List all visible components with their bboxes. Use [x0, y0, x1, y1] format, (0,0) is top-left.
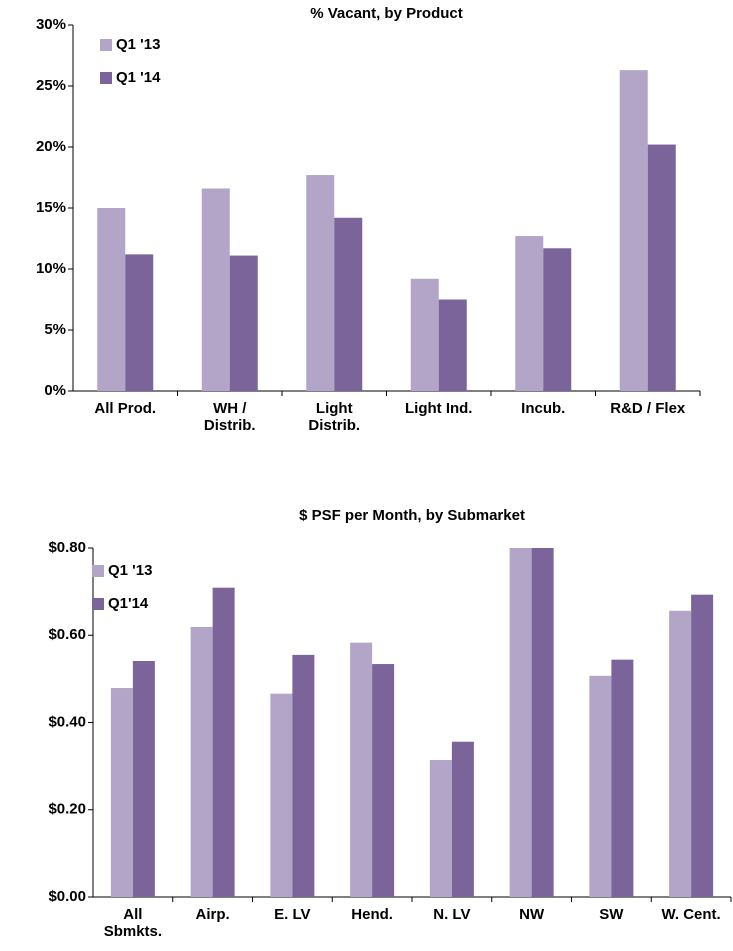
legend-swatch [100, 39, 112, 51]
y-tick-label: 15% [36, 199, 66, 216]
bar [531, 548, 554, 897]
bar [97, 208, 126, 391]
x-tick-label: All [123, 906, 142, 923]
bar [306, 175, 335, 391]
x-tick-label: NW [519, 906, 545, 923]
y-tick-label: $0.20 [48, 801, 86, 818]
bar [132, 660, 155, 897]
chart-title: % Vacant, by Product [310, 5, 463, 22]
bar [292, 654, 315, 897]
legend-swatch [100, 72, 112, 84]
x-tick-label: Sbmkts. [104, 923, 162, 940]
y-tick-label: $0.60 [48, 626, 86, 643]
x-tick-label: SW [599, 906, 624, 923]
bar [611, 659, 634, 897]
bar [212, 587, 235, 897]
bar [647, 144, 676, 391]
legend-label: Q1 '13 [116, 36, 160, 53]
bar [110, 688, 133, 897]
bar [619, 70, 648, 391]
y-tick-label: $0.00 [48, 888, 86, 905]
y-tick-label: 5% [44, 321, 66, 338]
legend-label: Q1 '14 [116, 69, 161, 86]
bar [515, 236, 544, 391]
bar [438, 299, 467, 391]
x-tick-label: Light Ind. [405, 400, 472, 417]
chart-title: $ PSF per Month, by Submarket [299, 507, 525, 524]
bar [543, 248, 572, 391]
bar [372, 664, 395, 897]
bar [350, 642, 373, 897]
x-tick-label: Distrib. [308, 417, 360, 434]
x-tick-label: R&D / Flex [610, 400, 686, 417]
legend-label: Q1 '13 [108, 562, 152, 579]
bar [270, 693, 293, 897]
bar [229, 255, 258, 391]
y-tick-label: $0.80 [48, 539, 86, 556]
bar [410, 278, 439, 391]
legend-label: Q1'14 [108, 595, 149, 612]
bar [334, 217, 363, 391]
y-tick-label: 20% [36, 138, 66, 155]
legend-swatch [92, 565, 104, 577]
x-tick-label: W. Cent. [662, 906, 721, 923]
x-tick-label: Incub. [521, 400, 565, 417]
x-tick-label: Hend. [351, 906, 393, 923]
x-tick-label: N. LV [433, 906, 470, 923]
x-tick-label: Distrib. [204, 417, 256, 434]
y-tick-label: 10% [36, 260, 66, 277]
bar [669, 610, 692, 897]
x-tick-label: E. LV [274, 906, 310, 923]
bar [451, 741, 474, 897]
x-tick-label: Light [316, 400, 353, 417]
bar [201, 188, 230, 391]
bar [691, 594, 714, 897]
bar [190, 626, 213, 897]
x-tick-label: Airp. [196, 906, 230, 923]
bar [429, 760, 452, 897]
x-tick-label: All Prod. [94, 400, 156, 417]
bar [509, 548, 532, 897]
y-tick-label: 30% [36, 16, 66, 33]
bar [125, 254, 154, 391]
y-tick-label: 0% [44, 382, 66, 399]
y-tick-label: $0.40 [48, 713, 86, 730]
legend-swatch [92, 598, 104, 610]
x-tick-label: WH / [213, 400, 247, 417]
y-tick-label: 25% [36, 77, 66, 94]
bar [589, 675, 612, 897]
